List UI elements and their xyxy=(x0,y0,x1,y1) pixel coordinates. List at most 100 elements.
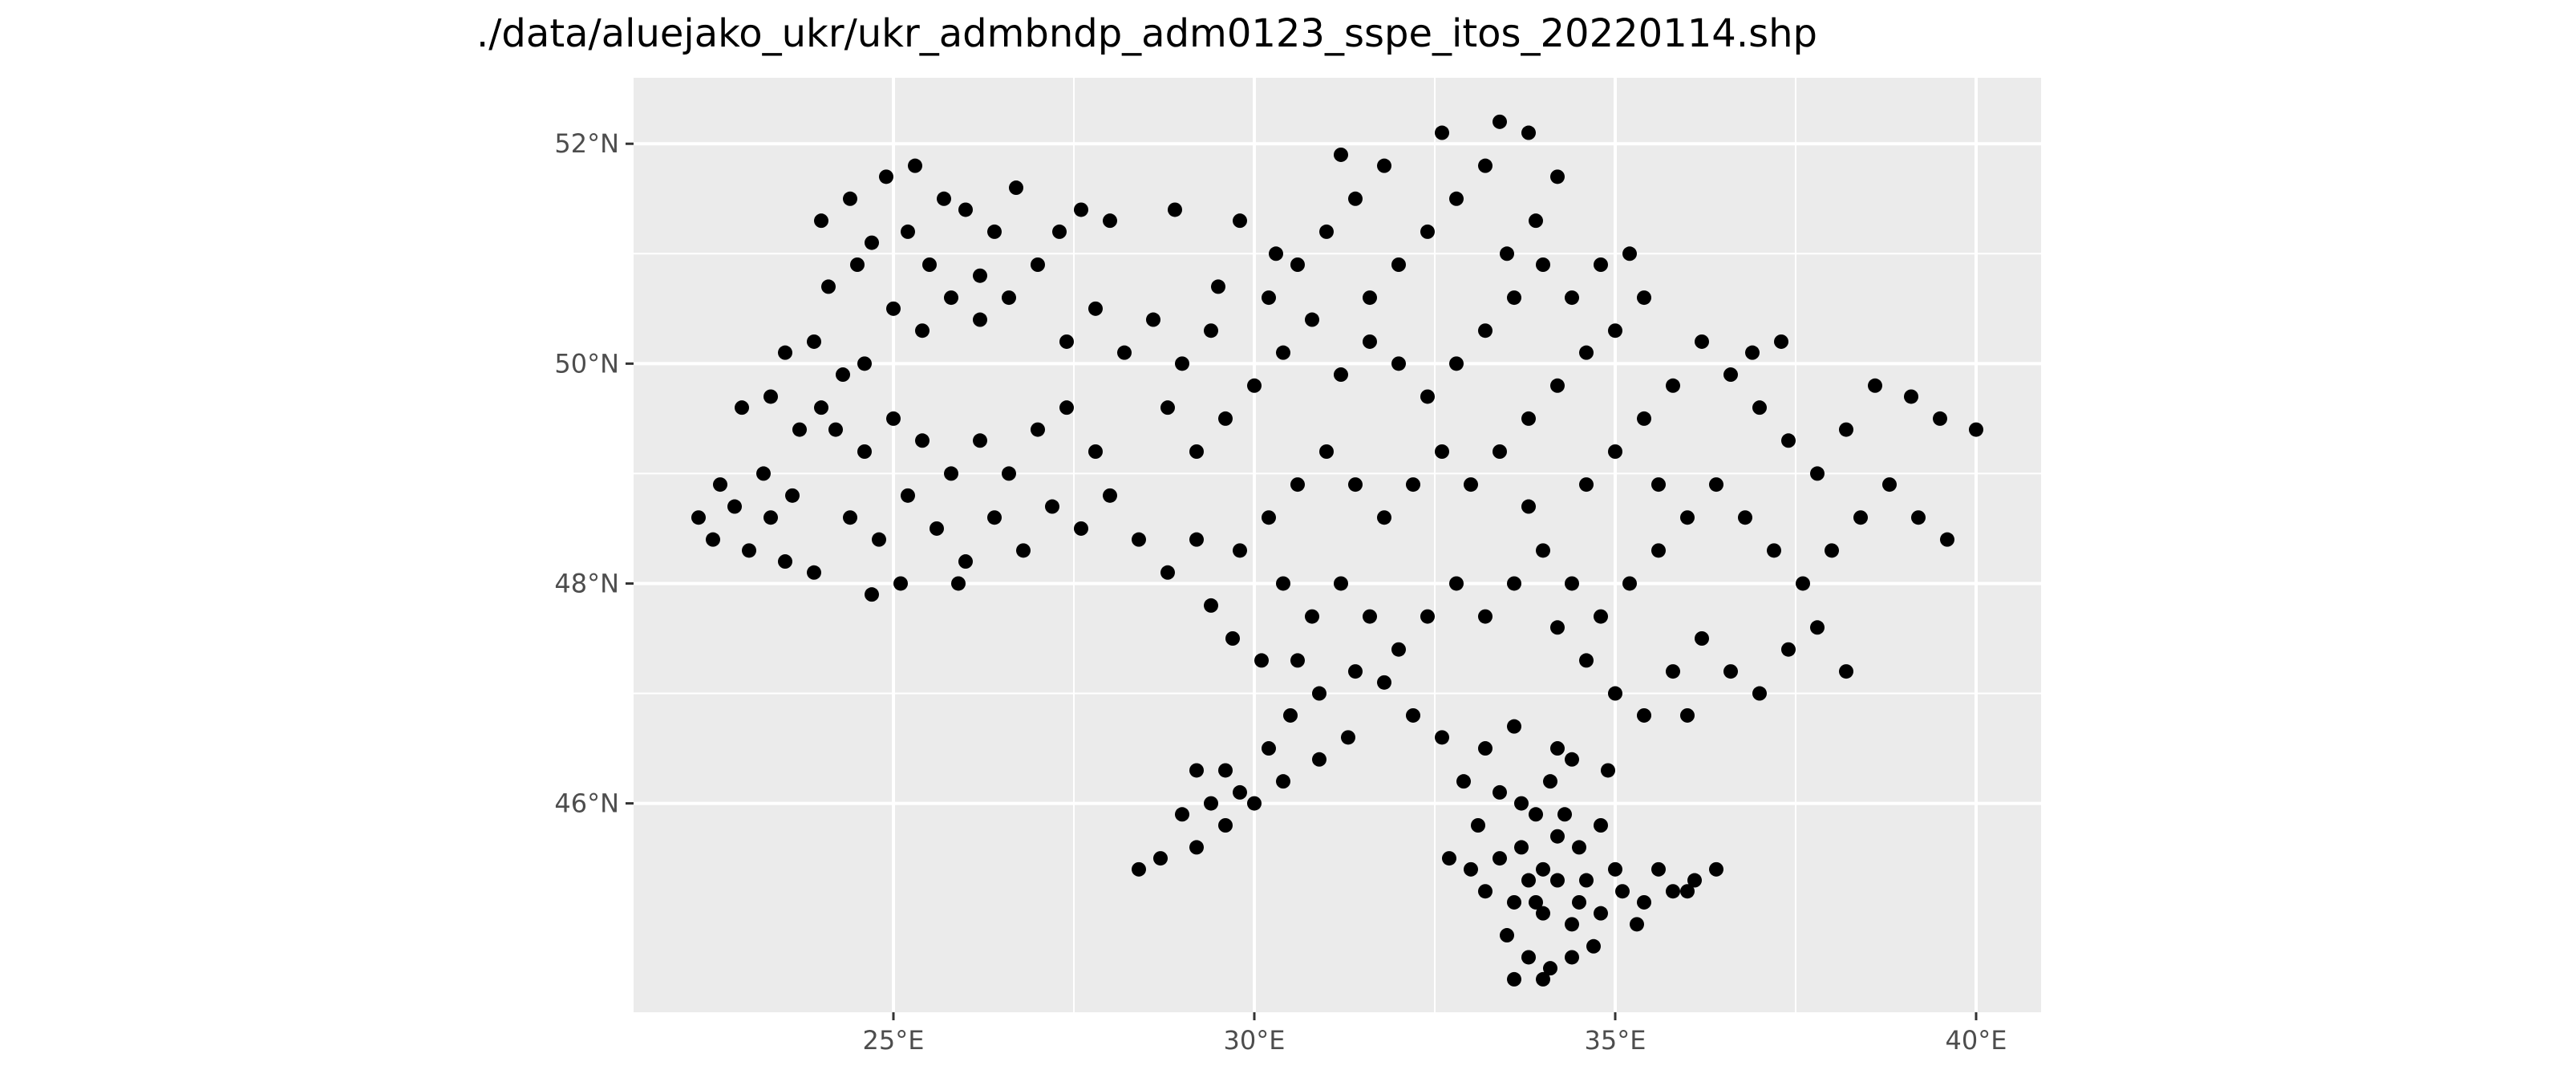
data-point xyxy=(901,224,915,239)
data-point xyxy=(1262,741,1276,756)
data-point xyxy=(1781,433,1796,448)
data-point xyxy=(1781,642,1796,657)
data-point xyxy=(1666,664,1680,679)
data-point xyxy=(1550,741,1565,756)
data-point xyxy=(973,312,987,327)
data-point xyxy=(1521,499,1536,514)
data-point xyxy=(1493,851,1507,866)
data-point xyxy=(1622,576,1637,591)
data-point xyxy=(821,279,836,294)
axes: 25°E 30°E 35°E 40°E 46°N 48°N 50°N 52°N xyxy=(554,128,2007,1056)
data-point xyxy=(1276,345,1290,360)
data-point xyxy=(1550,169,1565,184)
x-tick-label: 35°E xyxy=(1585,1025,1646,1056)
data-point xyxy=(1478,609,1493,624)
data-point xyxy=(1521,125,1536,140)
data-point xyxy=(828,422,843,437)
data-point xyxy=(865,235,879,250)
data-point xyxy=(1348,191,1363,206)
data-point xyxy=(1723,367,1738,383)
data-point xyxy=(1218,818,1233,833)
data-point xyxy=(1204,796,1218,811)
data-point xyxy=(850,257,865,272)
data-point xyxy=(1745,345,1760,360)
data-point xyxy=(1514,840,1529,855)
data-point xyxy=(1507,290,1521,306)
data-point xyxy=(763,389,778,404)
data-point xyxy=(1103,488,1117,503)
y-tick-label: 46°N xyxy=(554,788,619,819)
data-point xyxy=(1565,950,1579,965)
data-point xyxy=(1557,807,1572,822)
data-point xyxy=(1796,576,1810,591)
data-point xyxy=(1449,191,1464,206)
data-point xyxy=(1752,686,1767,701)
data-point xyxy=(958,202,973,217)
data-point xyxy=(1233,543,1247,558)
x-tick-label: 25°E xyxy=(863,1025,925,1056)
data-point xyxy=(1225,631,1240,646)
data-point xyxy=(1247,796,1262,811)
data-point xyxy=(1637,707,1651,723)
data-point xyxy=(1074,521,1088,536)
data-point xyxy=(1550,378,1565,393)
data-point xyxy=(1882,477,1897,492)
data-point xyxy=(1521,950,1536,965)
data-point xyxy=(1456,774,1471,789)
data-point xyxy=(1233,784,1247,800)
data-point xyxy=(1536,861,1550,877)
data-point xyxy=(1464,477,1478,492)
data-point xyxy=(1420,609,1435,624)
data-point xyxy=(1406,707,1420,723)
data-point xyxy=(1550,873,1565,888)
data-point xyxy=(1594,818,1608,833)
data-point xyxy=(1666,378,1680,393)
data-point xyxy=(1622,246,1637,261)
data-point xyxy=(1651,477,1666,492)
data-point xyxy=(1709,861,1723,877)
data-point xyxy=(1521,411,1536,426)
data-point xyxy=(1723,664,1738,679)
data-point xyxy=(1189,444,1204,459)
data-point xyxy=(1478,741,1493,756)
data-point xyxy=(1543,961,1557,976)
data-point xyxy=(1204,598,1218,613)
data-point xyxy=(1521,873,1536,888)
data-point xyxy=(1168,202,1182,217)
data-point xyxy=(1031,422,1045,437)
data-point xyxy=(1211,279,1225,294)
data-point xyxy=(1594,609,1608,624)
data-point xyxy=(1391,257,1406,272)
data-point xyxy=(1052,224,1067,239)
data-point xyxy=(901,488,915,503)
data-point xyxy=(843,510,857,525)
data-point xyxy=(807,334,821,349)
data-point xyxy=(792,422,807,437)
y-tick-label: 52°N xyxy=(554,128,619,159)
data-point xyxy=(1810,466,1825,481)
data-point xyxy=(1529,807,1543,822)
data-point xyxy=(1002,290,1016,306)
data-point xyxy=(1637,894,1651,910)
data-point xyxy=(1493,444,1507,459)
data-point xyxy=(1478,884,1493,899)
data-point xyxy=(1334,576,1348,591)
data-point xyxy=(1204,323,1218,338)
data-point xyxy=(1363,334,1377,349)
data-point xyxy=(1911,510,1926,525)
data-point xyxy=(857,444,872,459)
data-point xyxy=(843,191,857,206)
data-point xyxy=(1435,444,1449,459)
data-point xyxy=(1175,356,1189,371)
data-point xyxy=(1608,861,1622,877)
data-point xyxy=(1290,477,1305,492)
data-point xyxy=(1493,114,1507,129)
data-point xyxy=(1514,796,1529,811)
data-point xyxy=(1435,125,1449,140)
data-point xyxy=(1262,290,1276,306)
data-point xyxy=(1572,840,1586,855)
data-point xyxy=(1341,730,1355,745)
data-point xyxy=(1420,389,1435,404)
data-point xyxy=(814,213,828,229)
data-point xyxy=(1586,938,1601,954)
